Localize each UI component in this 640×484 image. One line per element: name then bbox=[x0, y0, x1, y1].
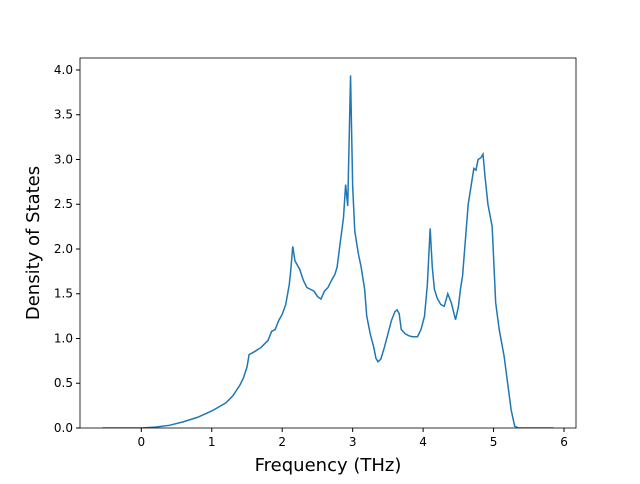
x-tick-label: 4 bbox=[419, 435, 427, 449]
plot-frame bbox=[79, 57, 577, 429]
x-tick-label: 2 bbox=[278, 435, 286, 449]
y-tick-label: 1.0 bbox=[54, 331, 73, 345]
x-tick-label: 6 bbox=[560, 435, 568, 449]
y-tick-label: 0.0 bbox=[54, 421, 73, 435]
x-tick-label: 0 bbox=[137, 435, 145, 449]
y-axis-label: Density of States bbox=[23, 166, 44, 320]
y-tick-label: 1.5 bbox=[54, 287, 73, 301]
line bbox=[102, 75, 554, 428]
x-axis-label: Frequency (THz) bbox=[255, 455, 402, 476]
x-tick-label: 5 bbox=[490, 435, 498, 449]
x-tick-label: 1 bbox=[208, 435, 216, 449]
x-tick-label: 3 bbox=[349, 435, 357, 449]
y-tick-label: 2.5 bbox=[54, 197, 73, 211]
y-tick-label: 0.5 bbox=[54, 376, 73, 390]
y-tick-label: 3.0 bbox=[54, 152, 73, 166]
y-tick-label: 3.5 bbox=[54, 108, 73, 122]
y-tick-label: 2.0 bbox=[54, 242, 73, 256]
y-tick-label: 4.0 bbox=[54, 63, 73, 77]
